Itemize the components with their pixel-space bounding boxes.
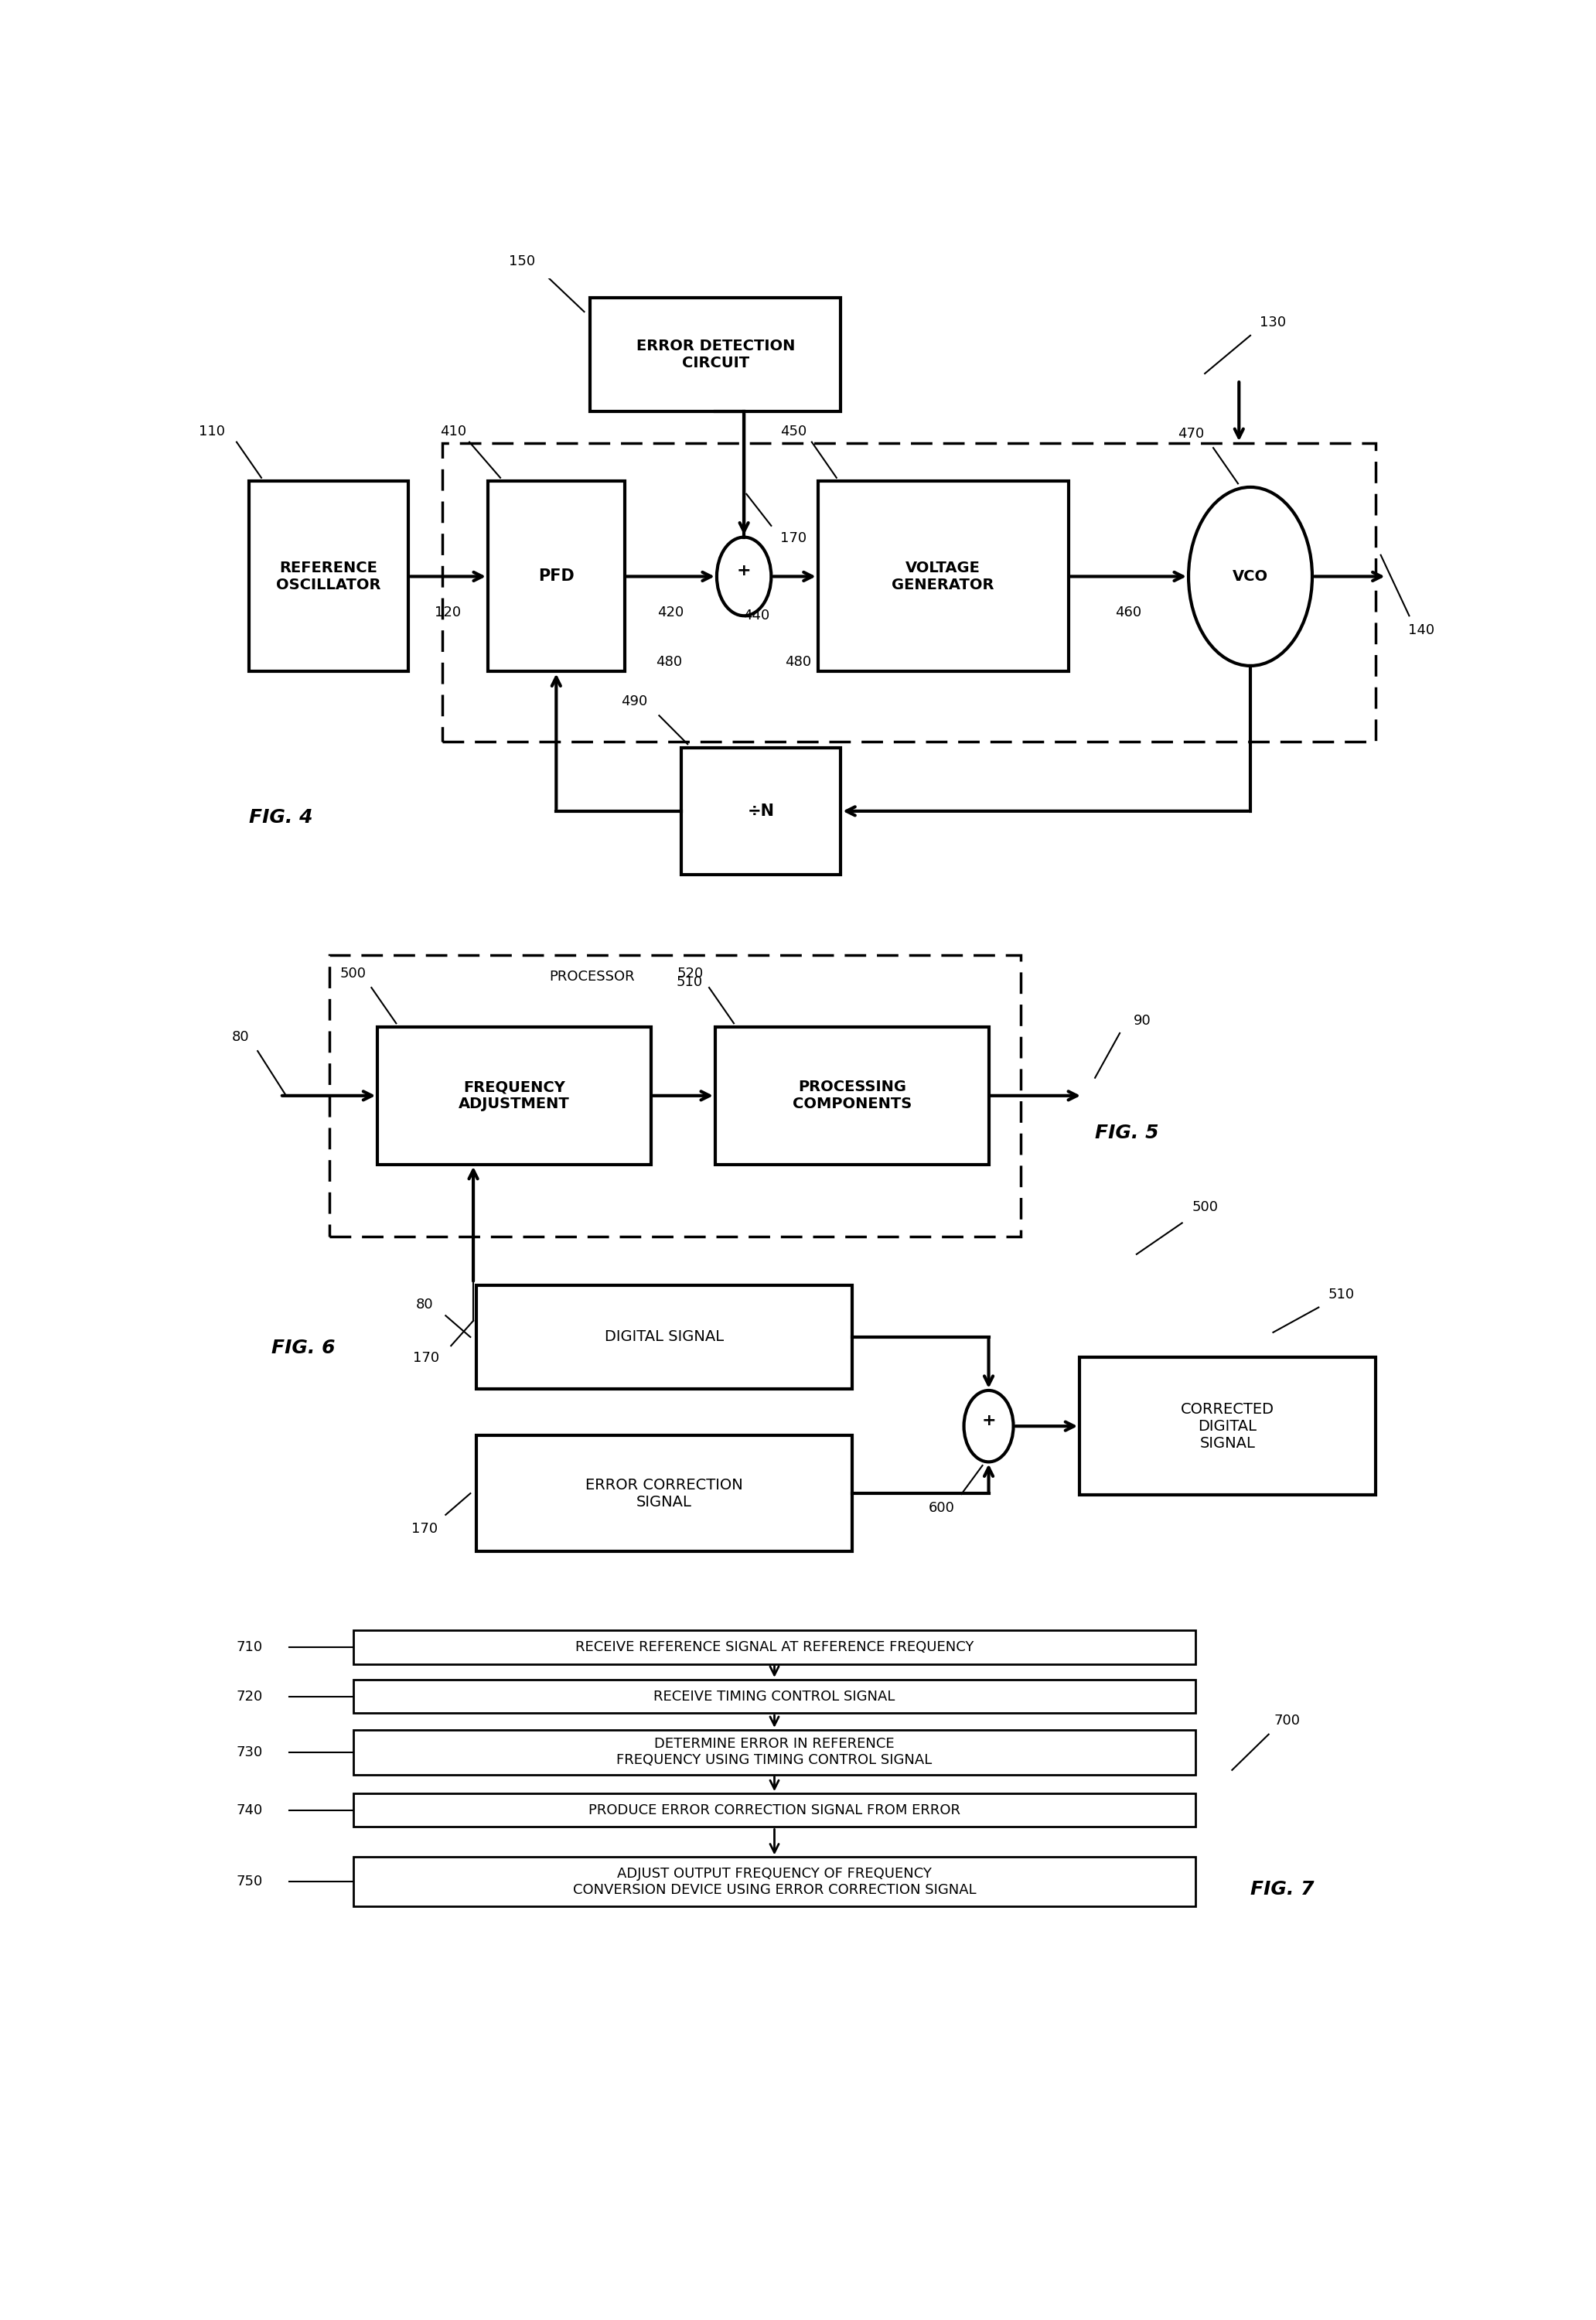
Text: 500: 500 bbox=[1192, 1199, 1218, 1213]
Text: ADJUST OUTPUT FREQUENCY OF FREQUENCY
CONVERSION DEVICE USING ERROR CORRECTION SI: ADJUST OUTPUT FREQUENCY OF FREQUENCY CON… bbox=[573, 1868, 977, 1898]
Text: 80: 80 bbox=[231, 1030, 249, 1044]
Text: 510: 510 bbox=[677, 974, 702, 988]
FancyBboxPatch shape bbox=[353, 1680, 1195, 1712]
FancyBboxPatch shape bbox=[477, 1436, 852, 1552]
Text: DIGITAL SIGNAL: DIGITAL SIGNAL bbox=[605, 1329, 725, 1343]
Text: FREQUENCY
ADJUSTMENT: FREQUENCY ADJUSTMENT bbox=[458, 1079, 570, 1111]
FancyBboxPatch shape bbox=[591, 297, 841, 411]
Text: 600: 600 bbox=[929, 1501, 954, 1515]
Text: 170: 170 bbox=[412, 1522, 437, 1536]
Text: 410: 410 bbox=[440, 425, 466, 438]
Text: 490: 490 bbox=[621, 694, 648, 708]
Text: 500: 500 bbox=[340, 967, 365, 981]
Text: 510: 510 bbox=[1328, 1288, 1355, 1302]
FancyBboxPatch shape bbox=[353, 1731, 1195, 1775]
Text: PRODUCE ERROR CORRECTION SIGNAL FROM ERROR: PRODUCE ERROR CORRECTION SIGNAL FROM ERR… bbox=[589, 1803, 961, 1817]
FancyBboxPatch shape bbox=[249, 480, 409, 670]
FancyBboxPatch shape bbox=[681, 747, 841, 875]
Text: RECEIVE TIMING CONTROL SIGNAL: RECEIVE TIMING CONTROL SIGNAL bbox=[654, 1689, 895, 1703]
FancyBboxPatch shape bbox=[715, 1028, 988, 1165]
Text: 170: 170 bbox=[780, 531, 806, 545]
Text: 700: 700 bbox=[1274, 1714, 1301, 1728]
Text: 470: 470 bbox=[1178, 427, 1205, 441]
Text: ÷N: ÷N bbox=[747, 803, 774, 819]
FancyBboxPatch shape bbox=[1079, 1357, 1376, 1494]
Text: 520: 520 bbox=[677, 967, 704, 981]
Text: +: + bbox=[737, 564, 752, 578]
Text: FIG. 5: FIG. 5 bbox=[1095, 1123, 1159, 1141]
FancyBboxPatch shape bbox=[488, 480, 624, 670]
Text: ERROR CORRECTION
SIGNAL: ERROR CORRECTION SIGNAL bbox=[586, 1478, 744, 1510]
Text: 720: 720 bbox=[236, 1689, 263, 1703]
Text: 80: 80 bbox=[417, 1297, 434, 1311]
Text: 130: 130 bbox=[1259, 316, 1286, 329]
FancyBboxPatch shape bbox=[353, 1856, 1195, 1907]
Text: PROCESSOR: PROCESSOR bbox=[549, 970, 635, 984]
Text: 420: 420 bbox=[658, 606, 683, 619]
Text: FIG. 7: FIG. 7 bbox=[1250, 1879, 1314, 1898]
Text: 440: 440 bbox=[744, 608, 769, 622]
FancyBboxPatch shape bbox=[378, 1028, 651, 1165]
Text: 170: 170 bbox=[413, 1350, 439, 1364]
Text: 450: 450 bbox=[780, 425, 806, 438]
Text: 480: 480 bbox=[656, 654, 681, 668]
Text: RECEIVE REFERENCE SIGNAL AT REFERENCE FREQUENCY: RECEIVE REFERENCE SIGNAL AT REFERENCE FR… bbox=[575, 1640, 974, 1654]
Text: 90: 90 bbox=[1133, 1014, 1151, 1028]
Text: ERROR DETECTION
CIRCUIT: ERROR DETECTION CIRCUIT bbox=[637, 339, 795, 371]
Text: REFERENCE
OSCILLATOR: REFERENCE OSCILLATOR bbox=[276, 561, 381, 592]
Text: CORRECTED
DIGITAL
SIGNAL: CORRECTED DIGITAL SIGNAL bbox=[1181, 1401, 1274, 1450]
FancyBboxPatch shape bbox=[353, 1793, 1195, 1826]
Text: 710: 710 bbox=[236, 1640, 263, 1654]
Text: 730: 730 bbox=[236, 1745, 263, 1759]
Text: 140: 140 bbox=[1408, 624, 1435, 638]
FancyBboxPatch shape bbox=[477, 1285, 852, 1390]
Text: FIG. 6: FIG. 6 bbox=[271, 1339, 335, 1357]
Text: +: + bbox=[982, 1413, 996, 1429]
Text: VOLTAGE
GENERATOR: VOLTAGE GENERATOR bbox=[892, 561, 994, 592]
Text: 150: 150 bbox=[509, 255, 536, 269]
Text: 460: 460 bbox=[1116, 606, 1141, 619]
Text: 120: 120 bbox=[436, 606, 461, 619]
Text: 480: 480 bbox=[785, 654, 811, 668]
Text: VCO: VCO bbox=[1232, 568, 1269, 585]
FancyBboxPatch shape bbox=[819, 480, 1068, 670]
Text: 110: 110 bbox=[200, 425, 225, 438]
Text: PROCESSING
COMPONENTS: PROCESSING COMPONENTS bbox=[792, 1079, 911, 1111]
Text: FIG. 4: FIG. 4 bbox=[249, 807, 313, 826]
Text: DETERMINE ERROR IN REFERENCE
FREQUENCY USING TIMING CONTROL SIGNAL: DETERMINE ERROR IN REFERENCE FREQUENCY U… bbox=[616, 1738, 932, 1768]
FancyBboxPatch shape bbox=[353, 1631, 1195, 1663]
Text: PFD: PFD bbox=[538, 568, 575, 585]
Text: 740: 740 bbox=[236, 1803, 263, 1817]
Text: 750: 750 bbox=[236, 1875, 263, 1888]
